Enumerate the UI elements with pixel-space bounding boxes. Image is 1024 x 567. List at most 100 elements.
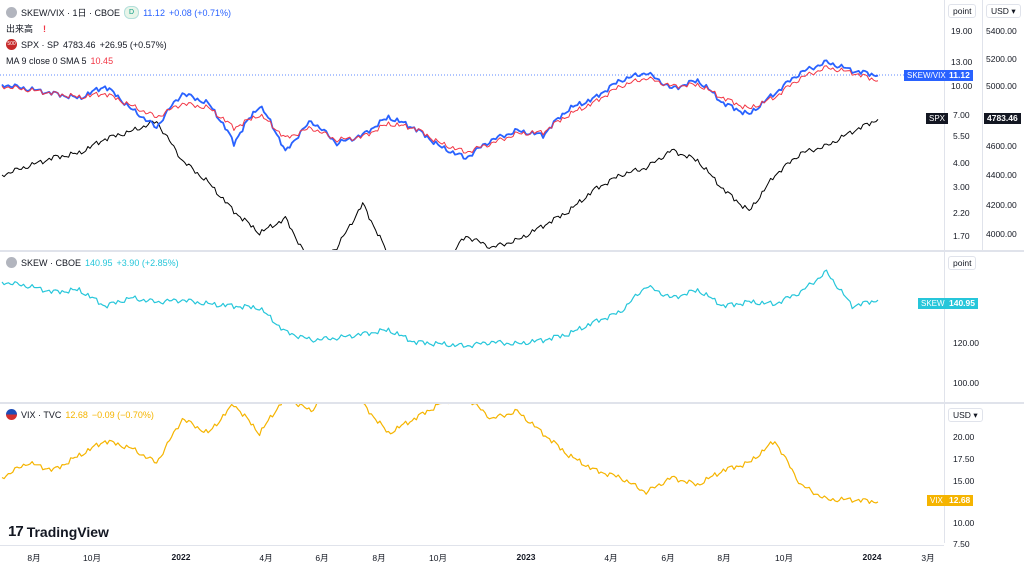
spx-legend: 500 SPX · SP 4783.46 +26.95 (+0.57%)	[6, 39, 167, 50]
time-axis-label: 8月	[717, 553, 731, 563]
currency-button[interactable]: USD ▾	[948, 408, 983, 422]
axis-tick: 1.70	[953, 231, 970, 241]
warning-icon[interactable]: !	[43, 23, 47, 34]
vix-pane[interactable]: VIX · TVC 12.68 −0.09 (−0.70%)	[0, 404, 944, 543]
spx-price-tag: 4783.46	[984, 113, 1021, 124]
main-change-value: +0.08 (+0.71%)	[168, 7, 231, 18]
time-axis-label: 10月	[775, 553, 793, 563]
axis-tick: 4.00	[953, 158, 970, 168]
time-axis-label: 4月	[259, 553, 273, 563]
currency-label: USD	[991, 6, 1009, 16]
spx-last-value: 4783.46	[63, 39, 96, 50]
spx-line[interactable]	[1, 119, 879, 250]
axis-tick: 4400.00	[986, 170, 1017, 180]
time-axis-label: 6月	[661, 553, 675, 563]
ma-line[interactable]	[1, 65, 879, 154]
axis-tick: 2.20	[953, 208, 970, 218]
vix-pane-canvas[interactable]	[0, 404, 944, 543]
axis-tick: 4600.00	[986, 141, 1017, 151]
main-price-pane[interactable]: SKEW/VIX · 1日 · CBOE D 11.12 +0.08 (+0.7…	[0, 0, 944, 250]
currency-button[interactable]: USD ▾	[986, 4, 1021, 18]
pane-separator[interactable]	[0, 402, 1024, 404]
time-axis-label: 3月	[921, 553, 935, 563]
skew-change-value: +3.90 (+2.85%)	[116, 257, 179, 268]
skewvix-price-axis[interactable]: point 19.00 13.00 10.00 7.00 5.50 4.00 3…	[944, 0, 982, 250]
ma-value: 10.45	[90, 56, 114, 66]
chevron-down-icon: ▾	[973, 410, 978, 420]
time-axis-label: 10月	[83, 553, 101, 563]
axis-tick: 7.50	[953, 539, 970, 549]
axis-tick: 13.00	[951, 57, 973, 67]
skew-symbol-label[interactable]: SKEW · CBOE	[21, 257, 82, 268]
spx-symbol-label[interactable]: SPX · SP	[21, 39, 60, 50]
skew-price-tag: 140.95	[946, 298, 978, 309]
vix-legend: VIX · TVC 12.68 −0.09 (−0.70%)	[6, 409, 154, 420]
skewvix-series-tag: SKEW/VIX	[904, 70, 949, 81]
time-axis[interactable]: 8月 10月 2022 4月 6月 8月 10月 2023 4月 6月 8月 1…	[0, 545, 944, 567]
vix-change-value: −0.09 (−0.70%)	[91, 409, 154, 420]
skew-legend: SKEW · CBOE 140.95 +3.90 (+2.85%)	[6, 257, 179, 268]
spx-logo-icon: 500	[6, 39, 17, 50]
time-axis-label: 2023	[516, 552, 536, 562]
spx-change-value: +26.95 (+0.57%)	[99, 39, 167, 50]
time-axis-label: 2024	[862, 552, 882, 562]
volume-legend: 出来高 !	[6, 22, 46, 35]
skew-last-value: 140.95	[85, 257, 113, 268]
axis-tick: 7.00	[953, 110, 970, 120]
main-symbol-label[interactable]: SKEW/VIX · 1日 · CBOE	[21, 8, 121, 18]
vix-price-axis[interactable]: USD ▾ 20.00 17.50 15.00 10.00 7.50	[944, 404, 1024, 549]
currency-label: USD	[953, 410, 971, 420]
vix-series-tag: VIX	[927, 495, 946, 506]
axis-tick: 15.00	[953, 476, 975, 486]
axis-tick: 10.00	[951, 81, 973, 91]
time-axis-label: 2022	[171, 552, 191, 562]
main-last-value: 11.12	[143, 7, 165, 18]
axis-tick: 100.00	[953, 378, 979, 388]
time-axis-label: 4月	[604, 553, 618, 563]
time-axis-label: 6月	[315, 553, 329, 563]
market-status-badge[interactable]: D	[124, 6, 140, 19]
symbol-logo-icon	[6, 257, 17, 268]
main-pane-canvas[interactable]	[0, 0, 944, 250]
skew-line[interactable]	[1, 269, 879, 349]
axis-tick: 5200.00	[986, 54, 1017, 64]
symbol-logo-icon	[6, 7, 17, 18]
time-axis-label: 10月	[429, 553, 447, 563]
tradingview-logo[interactable]: 17 TradingView	[8, 523, 109, 540]
axis-tick: 5400.00	[986, 26, 1017, 36]
tradingview-logo-icon: 17	[8, 523, 24, 540]
skew-series-tag: SKEW	[918, 298, 948, 309]
axis-unit-button[interactable]: point	[948, 4, 977, 18]
axis-tick: 5.50	[953, 131, 970, 141]
skew-pane[interactable]: SKEW · CBOE 140.95 +3.90 (+2.85%)	[0, 252, 944, 402]
axis-tick: 4000.00	[986, 229, 1017, 239]
axis-tick: 10.00	[953, 518, 975, 528]
axis-tick: 120.00	[953, 338, 979, 348]
main-legend: SKEW/VIX · 1日 · CBOE D 11.12 +0.08 (+0.7…	[6, 6, 231, 19]
vix-symbol-label[interactable]: VIX · TVC	[21, 409, 62, 420]
spx-series-tag: SPX	[926, 113, 949, 124]
skew-pane-canvas[interactable]	[0, 252, 944, 402]
vix-last-value: 12.68	[65, 409, 88, 420]
axis-tick: 5000.00	[986, 81, 1017, 91]
vix-line[interactable]	[1, 404, 879, 504]
us-flag-icon	[6, 409, 17, 420]
skew-price-axis[interactable]: point 120.00 100.00	[944, 252, 1024, 402]
axis-unit-button[interactable]: point	[948, 256, 977, 270]
spx-price-axis[interactable]: USD ▾ 5400.00 5200.00 5000.00 4600.00 44…	[982, 0, 1024, 250]
axis-tick: 20.00	[953, 432, 975, 442]
skewvix-line[interactable]	[1, 59, 879, 160]
axis-tick: 19.00	[951, 26, 973, 36]
tradingview-logo-text: TradingView	[26, 523, 109, 540]
volume-label[interactable]: 出来高	[6, 24, 34, 34]
time-axis-label: 8月	[372, 553, 386, 563]
axis-tick: 3.00	[953, 182, 970, 192]
axis-tick: 4200.00	[986, 200, 1017, 210]
time-axis-label: 8月	[27, 553, 41, 563]
ma-label[interactable]: MA 9 close 0 SMA 5	[6, 56, 87, 66]
pane-separator[interactable]	[0, 250, 1024, 252]
axis-tick: 17.50	[953, 454, 975, 464]
chevron-down-icon: ▾	[1011, 6, 1016, 16]
ma-legend: MA 9 close 0 SMA 5 10.45	[6, 56, 113, 66]
